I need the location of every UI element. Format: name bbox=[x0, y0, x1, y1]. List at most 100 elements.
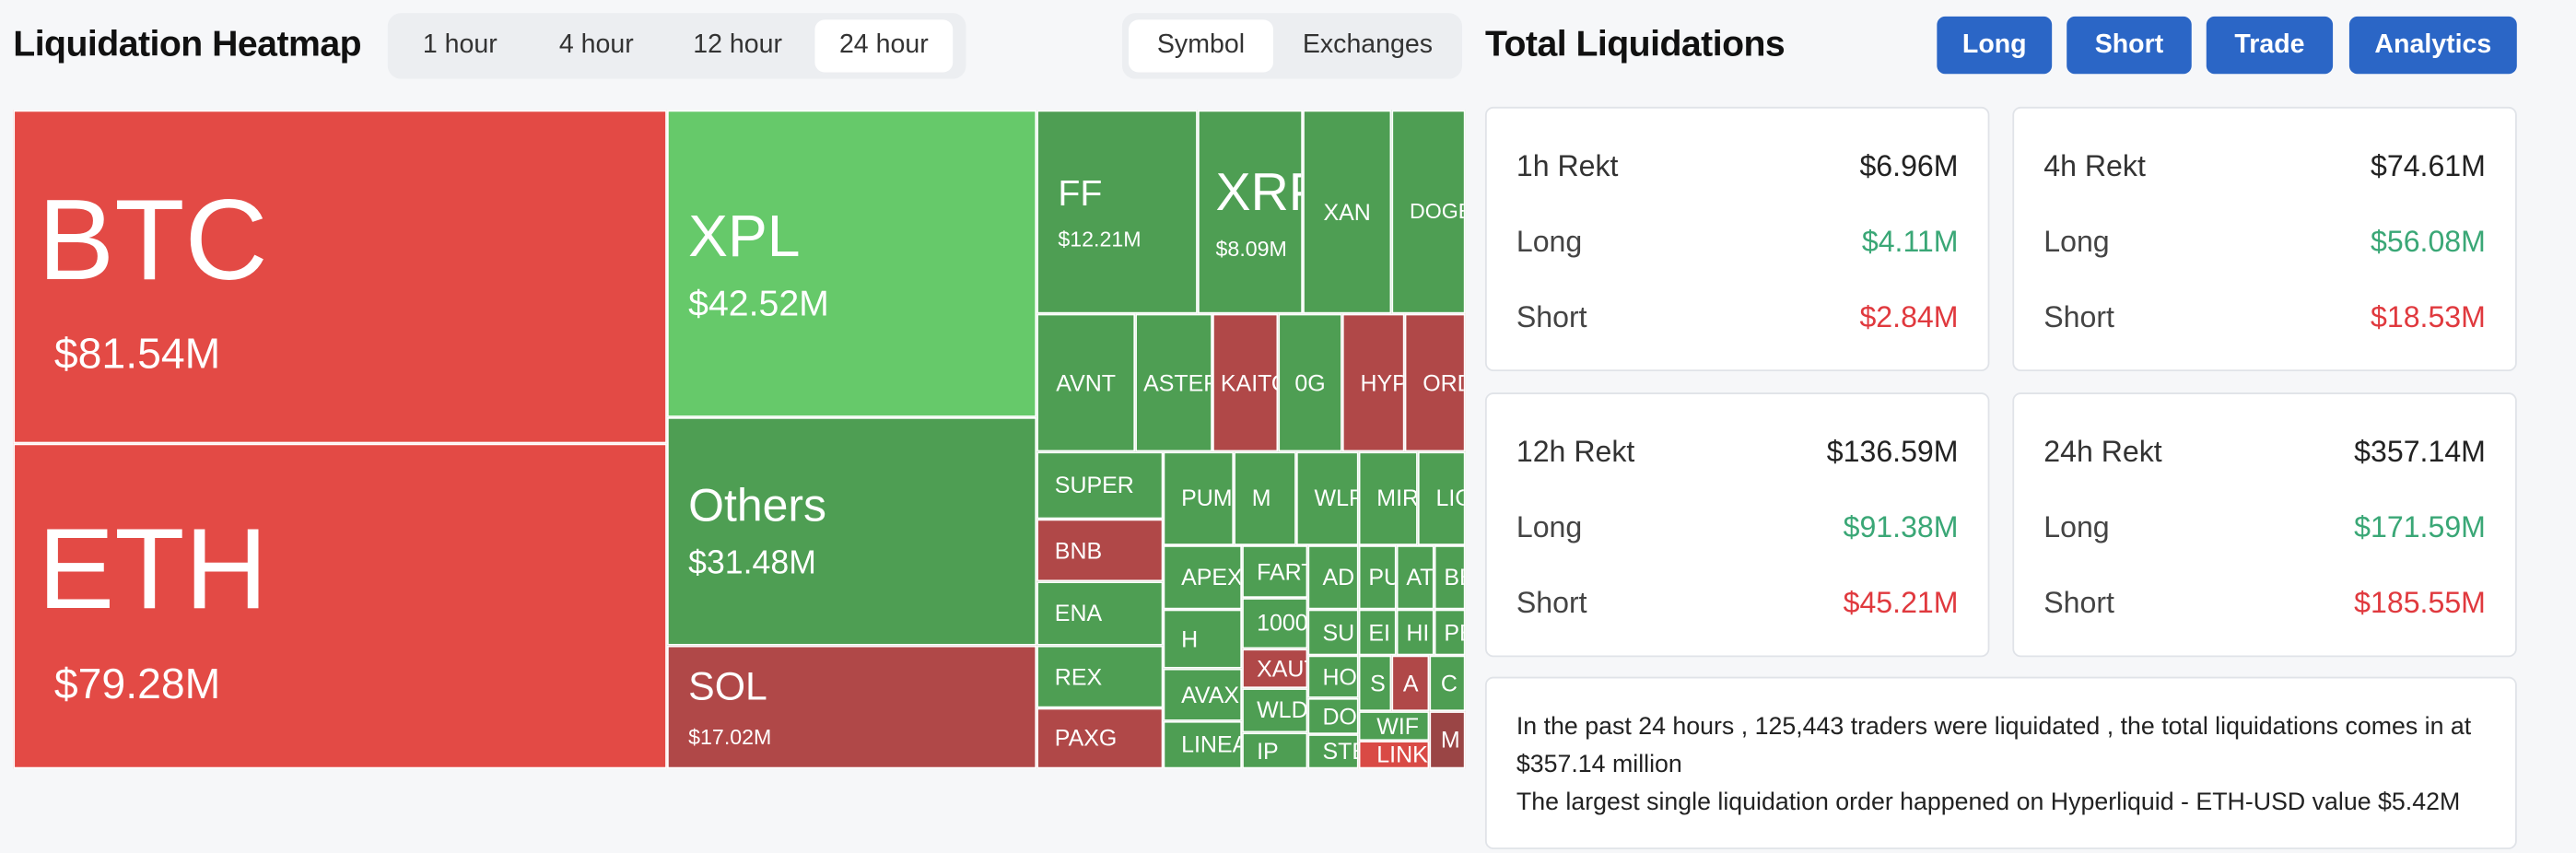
tile: HOLO bbox=[1307, 655, 1359, 698]
tile: FARTCOIN bbox=[1242, 545, 1308, 599]
tile: HYPE bbox=[1341, 313, 1405, 452]
tile-label: LINK bbox=[1376, 742, 1428, 768]
card-total: $74.61M bbox=[2370, 149, 2486, 182]
tile-label: S bbox=[1370, 670, 1386, 696]
tile-label: LIGHT bbox=[1435, 485, 1463, 512]
tile: M bbox=[1429, 711, 1466, 769]
tile-label: AVAX bbox=[1181, 681, 1240, 708]
time-tab[interactable]: 4 hour bbox=[558, 30, 634, 60]
view-group: Symbol Exchanges bbox=[1121, 13, 1463, 79]
summary-note: In the past 24 hours , 125,443 traders w… bbox=[1484, 676, 2517, 849]
tile: AVAX bbox=[1163, 668, 1243, 721]
tile: FF $12.21M bbox=[1036, 110, 1198, 314]
tile-label: PUMP bbox=[1181, 485, 1233, 512]
note-line: In the past 24 hours , 125,443 traders w… bbox=[1516, 712, 2472, 779]
tile-label: ETH bbox=[38, 504, 268, 633]
card-header: 1h Rekt $6.96M bbox=[1516, 149, 1959, 183]
tile: ASTER bbox=[1135, 313, 1212, 452]
tile-label: WLD bbox=[1257, 696, 1308, 724]
tile-label: KAITO bbox=[1220, 369, 1277, 396]
tile-label: ENA bbox=[1054, 600, 1103, 627]
card-row: Long $91.38M bbox=[1516, 511, 1959, 545]
tile-label: M bbox=[1440, 726, 1460, 754]
row-value: $185.55M bbox=[2354, 586, 2486, 620]
tile-label: HI bbox=[1406, 619, 1430, 646]
tile-label: BTC bbox=[38, 175, 268, 304]
treemap: BTC $81.54M ETH $79.28M XPL $42.52M Others $31.… bbox=[13, 110, 1466, 769]
tile-label: C bbox=[1440, 670, 1458, 696]
rekt-card: 4h Rekt $74.61M Long $56.08M Short $18.53M bbox=[2012, 106, 2517, 371]
card-row: Long $171.59M bbox=[2043, 511, 2486, 545]
tile-label: Others bbox=[688, 479, 826, 531]
tile: WLD bbox=[1242, 688, 1308, 733]
tile-label: SUPER bbox=[1054, 472, 1134, 499]
tile-label: SOL bbox=[688, 665, 767, 710]
card-total: $357.14M bbox=[2354, 435, 2486, 469]
action-button[interactable]: Analytics bbox=[2348, 16, 2517, 75]
time-tab[interactable]: 12 hour bbox=[693, 30, 783, 60]
tile: LINK bbox=[1358, 741, 1430, 769]
tile: XAN bbox=[1303, 110, 1392, 314]
tile: AVNT bbox=[1036, 313, 1136, 452]
tile-label: H bbox=[1181, 625, 1199, 652]
tile: ORDI bbox=[1404, 313, 1466, 452]
tile-label: PE bbox=[1444, 619, 1463, 646]
rekt-card: 24h Rekt $357.14M Long $171.59M Short $185.55… bbox=[2012, 392, 2517, 658]
tile-label: STE bbox=[1322, 738, 1356, 765]
action-button[interactable]: Trade bbox=[2206, 16, 2334, 75]
tile-label: AVNT bbox=[1056, 369, 1117, 396]
tile-label: BE bbox=[1444, 564, 1463, 590]
tile: ETH $79.28M bbox=[13, 443, 667, 769]
tile-label: PU bbox=[1368, 564, 1395, 590]
tile: SUPER bbox=[1036, 451, 1164, 520]
card-header: 12h Rekt $136.59M bbox=[1516, 436, 1959, 470]
tile-label: SU bbox=[1322, 619, 1355, 646]
time-tab[interactable]: 1 hour bbox=[422, 30, 498, 60]
tile: H bbox=[1163, 609, 1243, 669]
rekt-card: 1h Rekt $6.96M Long $4.11M Short $2.84M bbox=[1484, 106, 1990, 371]
tile: 1000 bbox=[1242, 598, 1308, 649]
row-value: $2.84M bbox=[1859, 300, 1959, 333]
tile-label: DOT bbox=[1322, 703, 1357, 730]
tile-label: M bbox=[1251, 485, 1271, 512]
tile: AD bbox=[1307, 545, 1359, 610]
tile-label: REX bbox=[1054, 663, 1103, 690]
tile-value: $79.28M bbox=[53, 658, 221, 708]
row-label: Short bbox=[2043, 300, 2114, 333]
tile: C bbox=[1429, 655, 1466, 712]
time-tab[interactable]: 24 hour bbox=[814, 19, 954, 73]
tile: LIGHT bbox=[1417, 451, 1466, 546]
tile-label: HYPE bbox=[1360, 369, 1402, 396]
tile-label: MIRA bbox=[1376, 485, 1418, 512]
tile-label: 1000 bbox=[1257, 610, 1308, 637]
tile-value: $81.54M bbox=[53, 329, 221, 379]
tile-label: FARTCOIN bbox=[1257, 558, 1306, 585]
card-row: Short $2.84M bbox=[1516, 300, 1959, 334]
tile: SOL $17.02M bbox=[666, 645, 1037, 769]
tile: MIRA bbox=[1358, 451, 1418, 546]
card-header: 4h Rekt $74.61M bbox=[2043, 149, 2486, 183]
card-row: Long $4.11M bbox=[1516, 225, 1959, 259]
tile-label: AT bbox=[1406, 564, 1434, 590]
tile-label: HOLO bbox=[1322, 663, 1357, 690]
row-label: Long bbox=[2043, 225, 2110, 258]
tile: WLFI bbox=[1295, 451, 1359, 546]
tile-label: WIF bbox=[1376, 712, 1420, 740]
heatmap-title: Liquidation Heatmap bbox=[13, 22, 362, 64]
tile: Others $31.48M bbox=[666, 416, 1037, 646]
view-tab[interactable]: Exchanges bbox=[1302, 30, 1434, 60]
tile: DOGE bbox=[1391, 110, 1466, 314]
tile-value: $17.02M bbox=[688, 724, 772, 749]
tile-label: LINEA bbox=[1181, 731, 1243, 758]
summary-title: Total Liquidations bbox=[1484, 22, 1786, 64]
view-tab[interactable]: Symbol bbox=[1129, 19, 1273, 73]
action-button[interactable]: Long bbox=[1937, 16, 2053, 75]
tile-value: $42.52M bbox=[688, 283, 829, 324]
tile-value: $31.48M bbox=[688, 545, 816, 582]
tile-label: ASTER bbox=[1143, 369, 1211, 396]
action-button[interactable]: Short bbox=[2067, 16, 2192, 75]
tile-label: WLFI bbox=[1314, 485, 1357, 512]
tile: KAITO bbox=[1212, 313, 1279, 452]
